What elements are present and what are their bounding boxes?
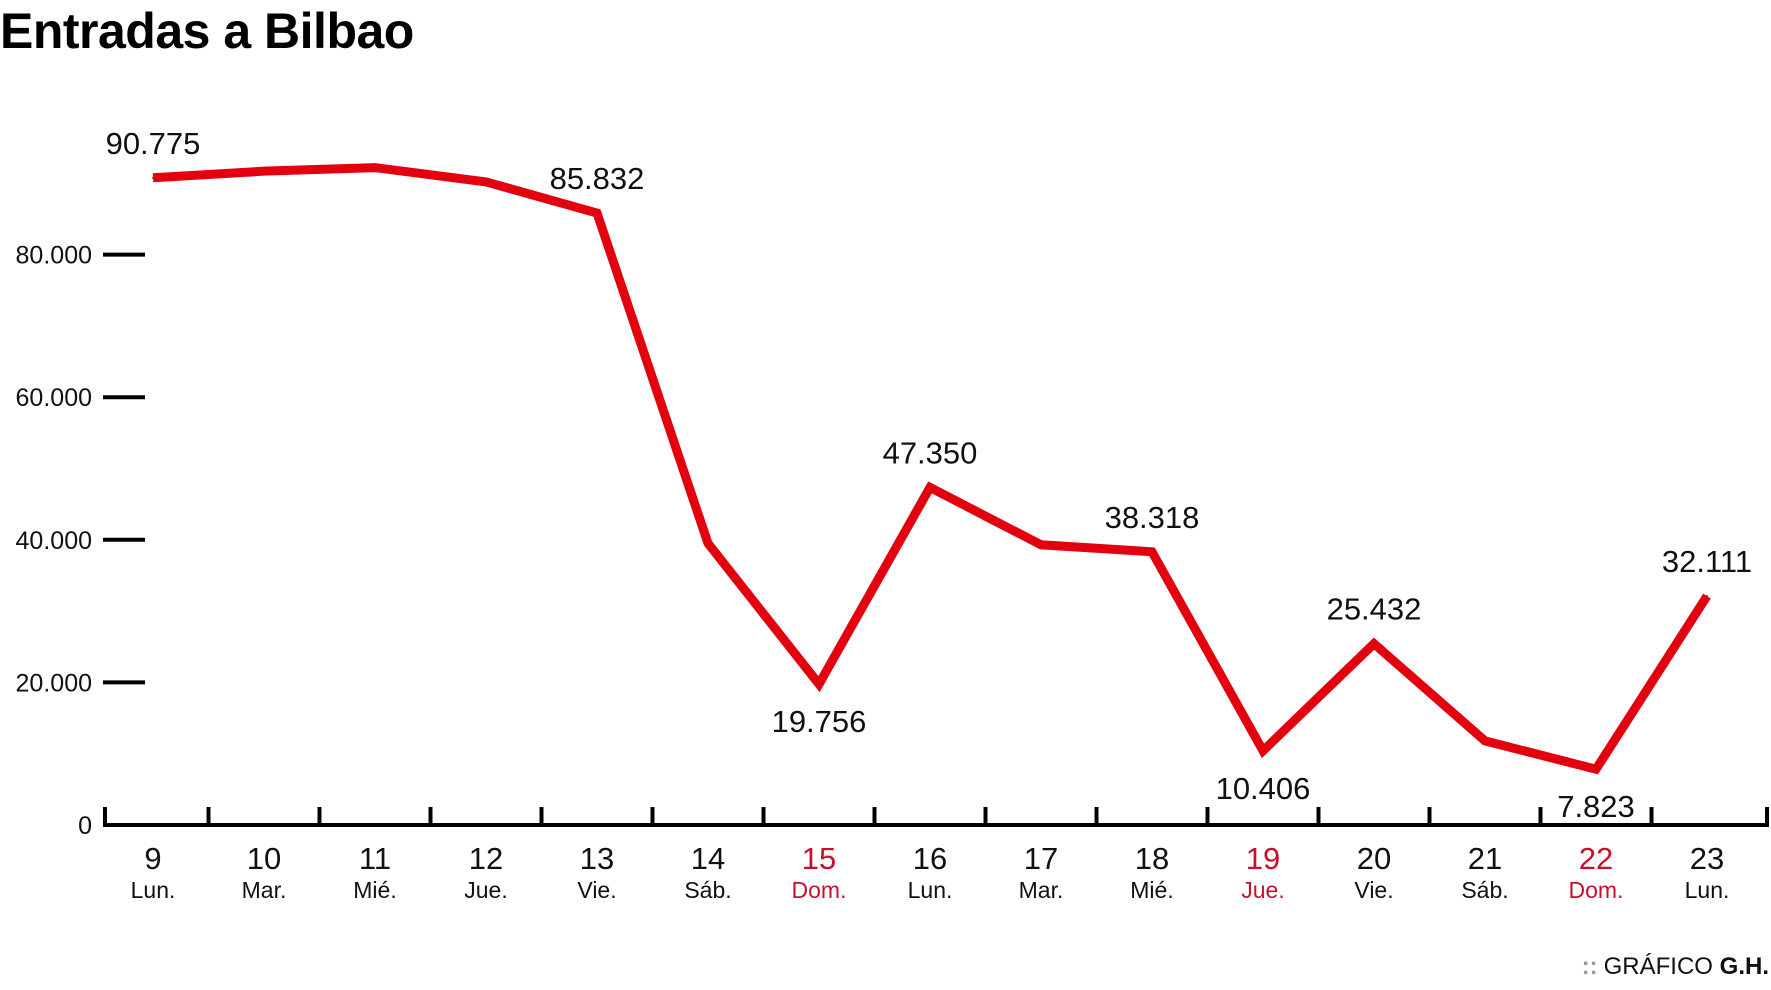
data-point [1706,595,1708,598]
x-weekday-label: Jue. [1241,877,1284,903]
data-point [1373,642,1375,645]
data-point [152,176,154,179]
x-weekday-label: Mié. [353,877,396,903]
data-point [263,170,265,173]
x-weekday-label: Jue. [464,877,507,903]
x-tick-label: 9 [144,841,161,876]
x-tick-label: 15 [802,841,836,876]
data-label: 10.406 [1216,771,1311,806]
data-label: 85.832 [550,161,645,196]
y-tick-label: 40.000 [16,527,92,555]
x-weekday-label: Dom. [1569,877,1624,903]
x-tick-label: 10 [247,841,281,876]
x-tick-label: 20 [1357,841,1391,876]
x-tick-label: 23 [1690,841,1724,876]
data-point [485,180,487,183]
x-weekday-label: Lun. [1685,877,1730,903]
data-point [1484,739,1486,742]
data-label: 19.756 [772,704,867,739]
credit: :: GRÁFICO G.H. [1582,953,1769,981]
x-weekday-label: Mar. [1019,877,1064,903]
data-label: 38.318 [1105,500,1200,535]
x-tick-label: 12 [469,841,503,876]
x-axis: 9Lun.10Mar.11Mié.12Jue.13Vie.14Sáb.15Dom… [103,807,1769,903]
x-tick-label: 19 [1246,841,1280,876]
data-point [1151,550,1153,553]
x-weekday-label: Lun. [131,877,176,903]
series-layer [152,163,1711,775]
x-tick-label: 14 [691,841,725,876]
x-weekday-label: Vie. [1354,877,1393,903]
data-label: 90.775 [106,126,201,161]
data-label: 47.350 [883,435,978,470]
x-weekday-label: Sáb. [1461,877,1508,903]
x-weekday-label: Mar. [242,877,287,903]
data-point [818,683,820,686]
data-point [596,212,598,215]
data-point [374,166,376,169]
x-tick-label: 11 [359,841,391,876]
x-tick-label: 17 [1024,841,1058,876]
credit-label: GRÁFICO [1603,953,1713,980]
x-tick-label: 21 [1468,841,1502,876]
x-tick-label: 22 [1579,841,1613,876]
data-point [1595,768,1597,771]
x-tick-label: 16 [913,841,947,876]
data-labels: 90.775 85.832 19.756 47.350 38.318 10.406 25.4… [106,126,1753,824]
data-point [1262,749,1264,752]
data-point [929,486,931,489]
data-label: 7.823 [1557,789,1635,824]
chart-title: Entradas a Bilbao [0,3,414,59]
x-tick-label: 18 [1135,841,1169,876]
credit-author: G.H. [1719,953,1769,980]
x-weekday-label: Dom. [792,877,847,903]
x-tick-label: 13 [580,841,614,876]
data-label: 32.111 [1662,544,1752,579]
x-weekday-label: Mié. [1130,877,1173,903]
y-tick-label: 60.000 [16,384,92,412]
x-weekday-label: Vie. [577,877,616,903]
x-weekday-label: Sáb. [684,877,731,903]
data-point [707,542,709,545]
data-point [1040,543,1042,546]
x-weekday-label: Lun. [908,877,953,903]
data-label: 25.432 [1327,592,1422,627]
credit-dots-icon: :: [1581,953,1598,980]
y-axis: 0 20.000 40.000 60.000 80.000 [16,242,145,840]
y-tick-label: 0 [78,812,92,840]
y-tick-label: 20.000 [16,669,92,697]
y-tick-label: 80.000 [16,242,92,270]
